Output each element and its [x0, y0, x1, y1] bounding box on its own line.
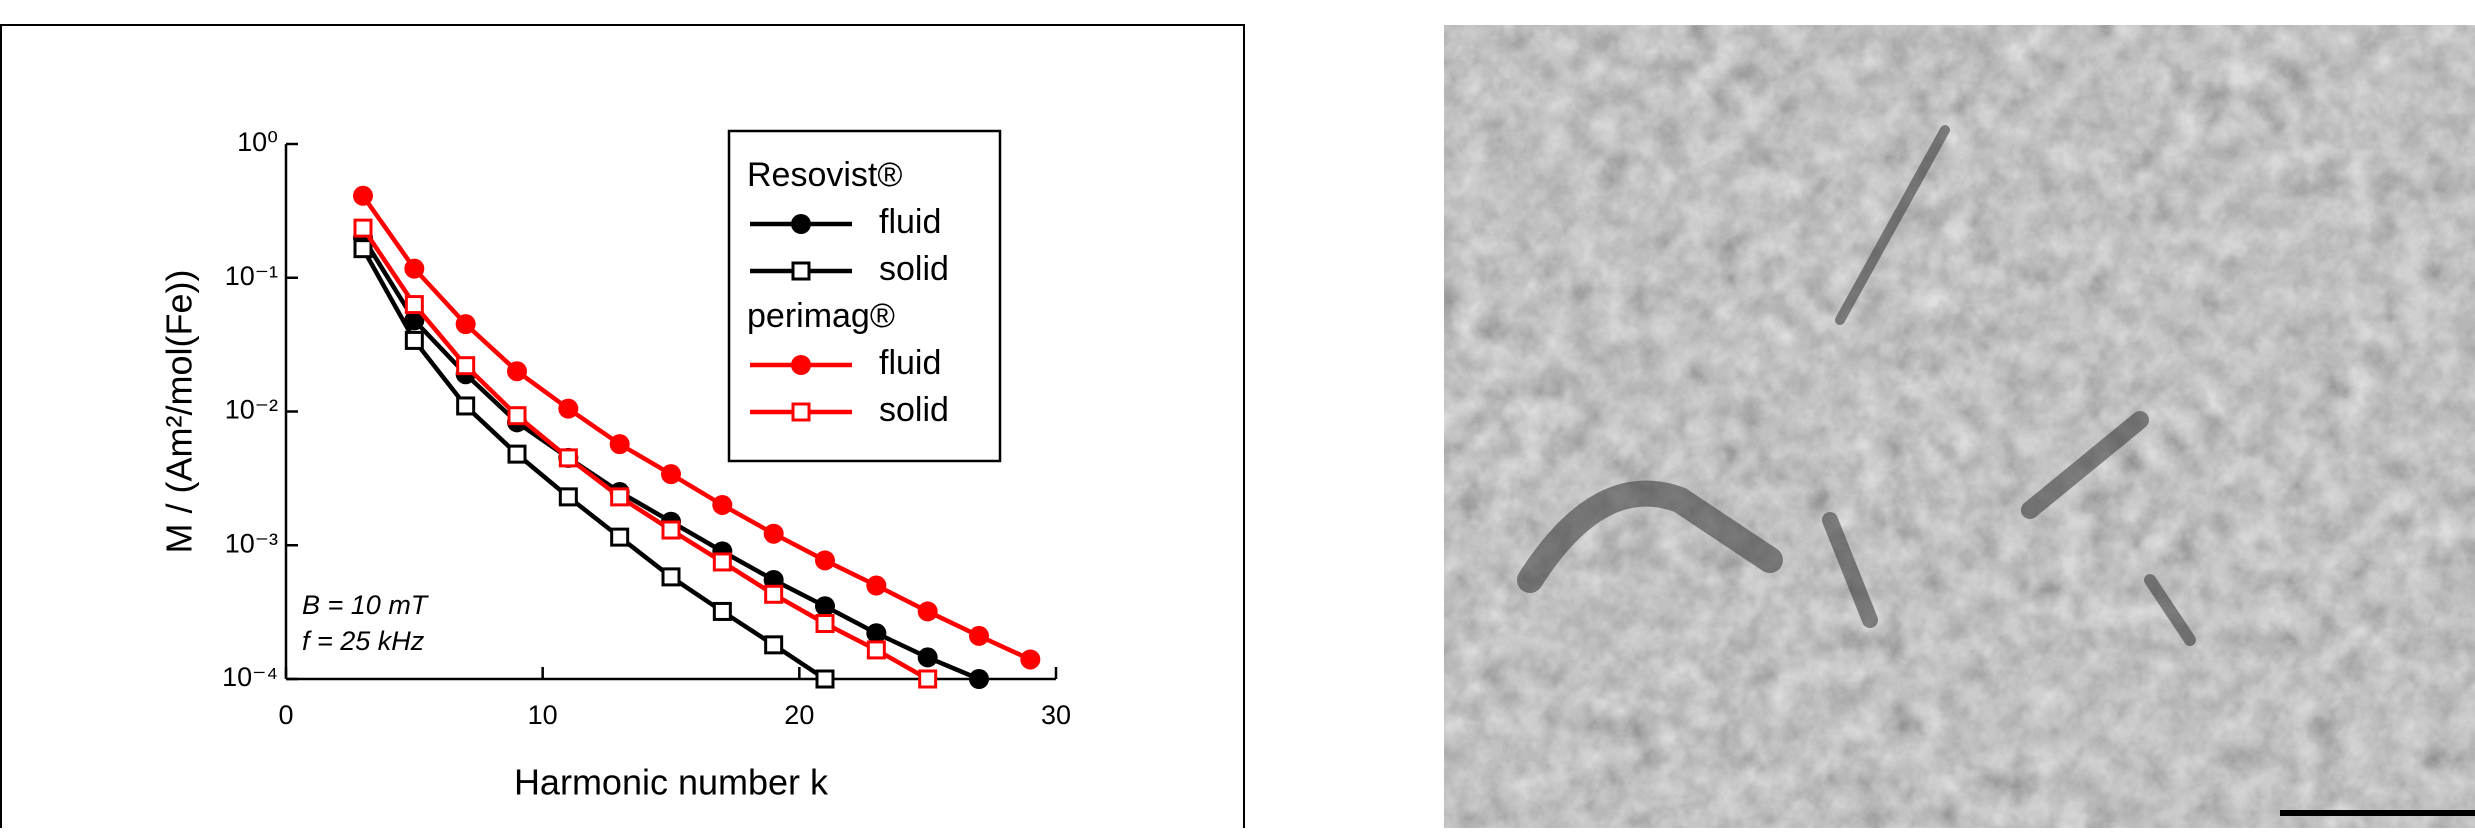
marker: [815, 596, 835, 617]
marker: [456, 396, 476, 416]
y-tick-label: 10⁻⁴: [222, 662, 278, 692]
annotation: f = 25 kHz: [302, 626, 425, 656]
legend-label: solid: [879, 391, 949, 429]
marker: [404, 295, 424, 315]
marker: [456, 356, 476, 376]
marker: [353, 239, 373, 259]
marker: [866, 623, 887, 644]
marker: [661, 567, 681, 587]
legend-label: solid: [879, 250, 949, 288]
marker: [610, 487, 630, 507]
annotation: B = 10 mT: [302, 590, 430, 620]
marker: [353, 218, 373, 238]
marker: [558, 448, 578, 468]
series-line: [361, 247, 827, 681]
micrograph-features: [1517, 125, 2196, 646]
marker: [404, 330, 424, 350]
marker: [764, 635, 784, 655]
marker: [507, 444, 527, 464]
x-tick-label: 10: [528, 700, 558, 730]
x-tick-label: 0: [278, 700, 293, 730]
marker: [661, 520, 681, 540]
marker: [866, 640, 886, 660]
marker: [609, 434, 630, 455]
micrograph: [1444, 25, 2475, 828]
y-tick-label: 10⁻¹: [225, 261, 278, 291]
legend-label: fluid: [879, 344, 941, 382]
marker: [353, 185, 373, 206]
marker: [507, 406, 527, 426]
marker: [815, 613, 835, 633]
marker: [866, 575, 887, 596]
marker: [969, 669, 989, 689]
x-tick-label: 30: [1041, 700, 1071, 730]
marker: [791, 355, 811, 375]
micrograph-texture: [1444, 25, 2475, 828]
marker: [404, 258, 425, 279]
marker: [969, 625, 989, 646]
legend-group-title: Resovist®: [747, 156, 902, 194]
legend-box: [727, 129, 1002, 463]
marker: [918, 669, 938, 689]
marker: [1020, 649, 1041, 670]
marker: [791, 214, 811, 234]
marker: [712, 601, 732, 621]
marker: [917, 601, 938, 622]
marker: [764, 584, 784, 604]
series: [353, 239, 835, 689]
marker: [815, 669, 835, 689]
series: [353, 218, 938, 689]
legend-label: fluid: [879, 203, 941, 241]
marker: [558, 487, 578, 507]
marker: [661, 464, 681, 485]
marker: [712, 494, 733, 515]
marker: [712, 552, 732, 572]
marker: [558, 398, 579, 419]
y-tick-label: 10⁻²: [225, 395, 278, 425]
legend-group-title: perimag®: [747, 297, 895, 335]
marker: [815, 550, 835, 571]
legend: Resovist® fluid solid perimag® fluid solid: [727, 129, 1002, 463]
marker: [791, 261, 811, 281]
scale-bar: [2280, 810, 2475, 816]
marker: [455, 314, 476, 335]
marker: [610, 527, 630, 547]
marker: [507, 361, 527, 382]
plot-area: [353, 185, 1041, 689]
x-axis-title: Harmonic number k: [514, 762, 829, 803]
y-tick-label: 10⁻³: [225, 528, 278, 558]
marker: [917, 647, 938, 668]
y-tick-label: 10⁰: [237, 127, 278, 157]
marker: [763, 523, 784, 544]
chart-frame: [0, 24, 1245, 833]
marker: [404, 310, 425, 331]
marker: [791, 402, 811, 422]
x-tick-label: 20: [784, 700, 814, 730]
series: [353, 185, 1041, 670]
y-axis-title: M / (Am²/mol(Fe)): [159, 270, 200, 554]
